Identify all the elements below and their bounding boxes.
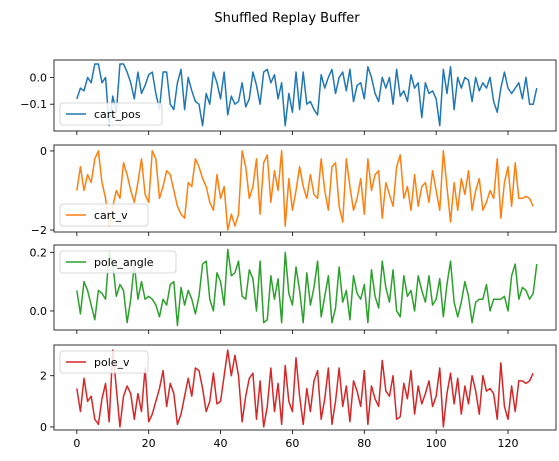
y-tick-label: 0	[40, 421, 47, 434]
subplot-cart-pos: 0.0 −0.1 cart_pos	[20, 59, 557, 135]
series-line-cart-pos	[76, 63, 538, 127]
legend-box	[59, 203, 149, 227]
series-line-cart-v	[76, 150, 534, 231]
chart-title: Shuffled Replay Buffer	[214, 11, 360, 26]
y-tick-label: −0.1	[20, 98, 47, 111]
y-tick-label: 0	[40, 145, 47, 158]
y-tick-label: 2	[40, 370, 47, 383]
legend-label: pole_angle	[94, 256, 154, 269]
subplot-cart-v: 0 −2 cart_v	[31, 144, 557, 237]
legend-box	[59, 102, 163, 126]
series-line-pole-v	[76, 349, 534, 428]
legend-label: cart_pos	[94, 108, 141, 121]
legend-label: cart_v	[94, 209, 128, 222]
axes-frame	[53, 344, 557, 431]
x-tick-label: 100	[426, 437, 447, 450]
y-tick-label: 0.2	[30, 246, 48, 259]
legend-box	[59, 350, 149, 374]
legend: pole_v	[59, 350, 149, 374]
series-line-pole-angle	[76, 248, 538, 327]
legend-label: pole_v	[94, 356, 130, 369]
subplot-pole-angle: 0.2 0.0 pole_angle	[30, 244, 557, 334]
x-tick-label: 0	[73, 437, 80, 450]
legend: cart_v	[59, 203, 149, 227]
x-tick-label: 80	[357, 437, 371, 450]
legend-box	[59, 250, 177, 274]
y-tick-label: −2	[31, 224, 47, 237]
subplots: 0.0 −0.1 cart_pos 0 −2 cart_v 0.2 0.0 pole_angle…	[20, 59, 557, 450]
y-tick-label: 0.0	[30, 305, 48, 318]
legend: pole_angle	[59, 250, 177, 274]
x-tick-label: 120	[498, 437, 519, 450]
x-tick-label: 20	[142, 437, 156, 450]
axes-frame	[53, 144, 557, 233]
legend: cart_pos	[59, 102, 163, 126]
y-tick-label: 0.0	[30, 71, 48, 84]
x-tick-label: 60	[285, 437, 299, 450]
axes-frame	[53, 59, 557, 132]
x-tick-label: 40	[214, 437, 228, 450]
axes-frame	[53, 244, 557, 331]
